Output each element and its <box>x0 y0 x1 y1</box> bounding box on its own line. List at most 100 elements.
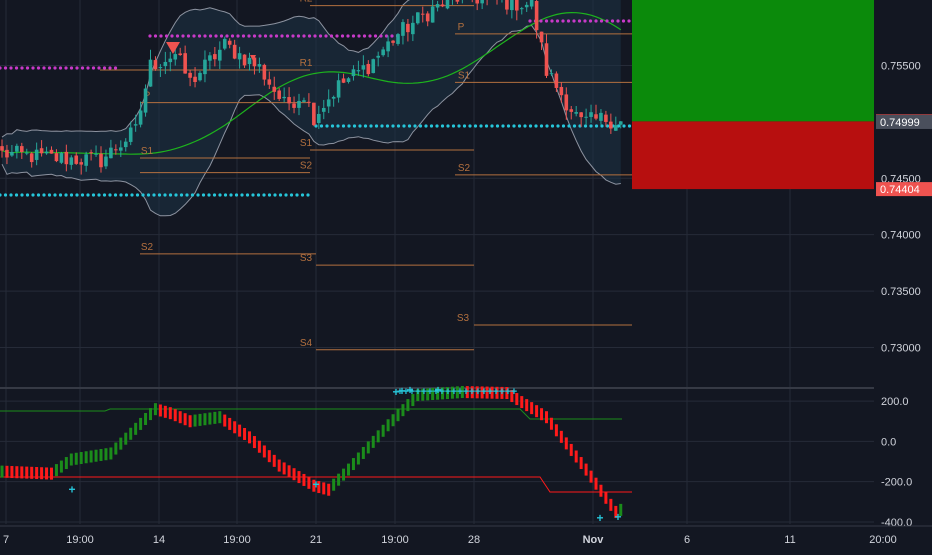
resistance-dot <box>170 34 174 38</box>
candle-body <box>44 151 49 154</box>
ind-bar <box>411 394 415 407</box>
ind-bar <box>134 422 138 435</box>
candle-body <box>15 145 19 152</box>
resistance-dot <box>208 34 213 38</box>
pivot-label-10: S3 <box>300 253 313 264</box>
candle-body <box>29 153 34 163</box>
ind-bar <box>515 393 519 406</box>
support-dot <box>457 124 461 128</box>
resistance-dot <box>566 19 571 23</box>
ind-bar <box>10 466 14 479</box>
candle-body <box>49 149 54 154</box>
resistance-dot <box>291 34 295 38</box>
resistance-dot <box>263 34 268 38</box>
resistance-dot <box>561 19 565 23</box>
resistance-dot <box>539 19 543 23</box>
support-dot <box>374 124 379 128</box>
ind-bar <box>450 386 454 399</box>
ind-bar <box>109 447 113 460</box>
ind-bar <box>559 430 563 443</box>
ind-bar <box>337 473 341 486</box>
candle-body <box>287 97 291 104</box>
ind-bar <box>20 466 24 479</box>
resistance-dot <box>302 34 306 38</box>
support-dot <box>396 124 401 128</box>
support-dot <box>517 124 522 128</box>
support-dot <box>572 124 577 128</box>
candle-body <box>554 73 559 88</box>
ind-cross-marker: + <box>451 386 457 398</box>
ind-bar <box>50 467 53 480</box>
pivot-label-8: S2 <box>300 161 313 172</box>
long-zone <box>632 0 874 122</box>
support-dot <box>330 124 335 128</box>
support-dot <box>196 193 200 197</box>
ind-cross-marker: + <box>487 386 493 398</box>
dotted-levels <box>0 19 632 197</box>
ind-bar <box>342 468 346 481</box>
resistance-dot <box>329 34 334 38</box>
candle-body <box>5 149 9 158</box>
support-dot <box>190 193 195 197</box>
support-dot <box>369 124 373 128</box>
candle-body <box>406 23 410 33</box>
candle-body <box>114 149 118 151</box>
support-dot <box>124 193 129 197</box>
ind-cross-marker: + <box>445 386 451 398</box>
time-label-8: 6 <box>684 534 690 546</box>
candle-body <box>168 58 173 63</box>
candle-body <box>519 8 524 10</box>
ind-lower-line <box>0 476 632 493</box>
candle-body <box>0 146 4 151</box>
resistance-dot <box>621 19 626 23</box>
price-tag-2: 0.74404 <box>880 184 920 196</box>
ind-bar <box>381 424 385 437</box>
ind-bar <box>64 457 68 470</box>
candle-body <box>104 156 108 167</box>
candle-body <box>302 100 306 102</box>
ind-cross-marker: + <box>397 386 403 398</box>
support-dot <box>185 193 189 197</box>
candle-body <box>20 146 24 153</box>
ind-bar <box>262 445 266 458</box>
candle-body <box>544 43 549 76</box>
ind-cross-marker: + <box>392 385 399 399</box>
ind-bar <box>564 437 568 450</box>
support-dot <box>130 193 134 197</box>
candle-body <box>559 86 564 96</box>
ind-cross-marker: + <box>421 386 427 398</box>
resistance-dot <box>80 66 85 70</box>
candle-body <box>109 147 113 159</box>
ind-bar <box>361 446 365 459</box>
support-dot <box>622 124 626 128</box>
ind-bar <box>436 387 440 400</box>
indicator-pane: + +++ + ++ ++ + + + + + + + + + + + + + + + + + + + <box>0 383 632 525</box>
time-axis-bg <box>0 526 932 550</box>
candle-body <box>163 61 168 67</box>
ind-bar <box>203 413 207 426</box>
candle-body <box>257 64 262 67</box>
ind-bar <box>599 484 603 497</box>
ind-bar <box>292 468 296 481</box>
ind-cross-marker: + <box>415 386 421 398</box>
sell-signal-marker <box>250 55 256 61</box>
candle-body <box>331 96 336 99</box>
pivot-lines: R2PR1S1PS1S1S2S2S2S3S3S4 <box>100 0 632 351</box>
candle-body <box>193 76 197 83</box>
support-dot <box>262 193 266 197</box>
ind-bar <box>351 458 355 471</box>
support-dot <box>47 193 52 197</box>
resistance-dot <box>36 66 41 70</box>
support-dot <box>627 124 632 128</box>
candle-body <box>534 0 539 31</box>
support-dot <box>352 124 357 128</box>
support-dot <box>385 124 390 128</box>
ind-cross-marker: + <box>68 483 75 497</box>
resistance-dot <box>97 66 101 70</box>
support-dot <box>36 193 41 197</box>
support-dot <box>589 124 593 128</box>
resistance-dot <box>269 34 273 38</box>
ind-bar <box>500 386 504 399</box>
